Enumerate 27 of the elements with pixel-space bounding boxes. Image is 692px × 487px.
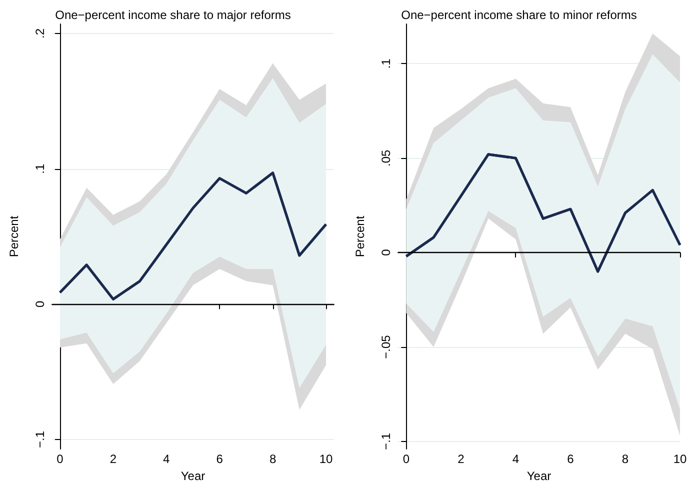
- y-tick-label: 0: [379, 248, 393, 256]
- x-tick-label: 6: [216, 452, 224, 466]
- chart-title: One−percent income share to minor reforms: [401, 8, 637, 22]
- y-tick-label: .1: [33, 164, 47, 174]
- x-tick-label: 10: [673, 452, 687, 466]
- x-tick-label: 4: [163, 452, 170, 466]
- x-tick-label: 8: [622, 452, 629, 466]
- x-tick-label: 2: [110, 452, 117, 466]
- x-tick-label: 8: [269, 452, 276, 466]
- y-tick-label: −.05: [379, 334, 393, 359]
- x-tick-label: 0: [56, 452, 64, 466]
- y-tick-label: .1: [379, 58, 393, 69]
- y-tick-label: −.1: [33, 430, 47, 448]
- y-tick-label: .05: [379, 149, 393, 166]
- x-tick-label: 10: [319, 452, 334, 466]
- x-tick-label: 4: [512, 452, 520, 466]
- x-axis-title: Year: [180, 468, 206, 483]
- x-tick-label: 2: [458, 452, 465, 466]
- y-tick-label: −.1: [379, 432, 393, 450]
- chart-title: One−percent income share to major reforms: [55, 8, 291, 22]
- x-tick-label: 0: [402, 452, 410, 466]
- x-axis-title: Year: [526, 468, 552, 483]
- y-tick-label: 0: [33, 300, 47, 308]
- y-axis-title: Percent: [7, 215, 21, 258]
- x-tick-label: 6: [567, 452, 574, 466]
- y-tick-label: .2: [33, 28, 47, 38]
- y-axis-title: Percent: [353, 215, 367, 258]
